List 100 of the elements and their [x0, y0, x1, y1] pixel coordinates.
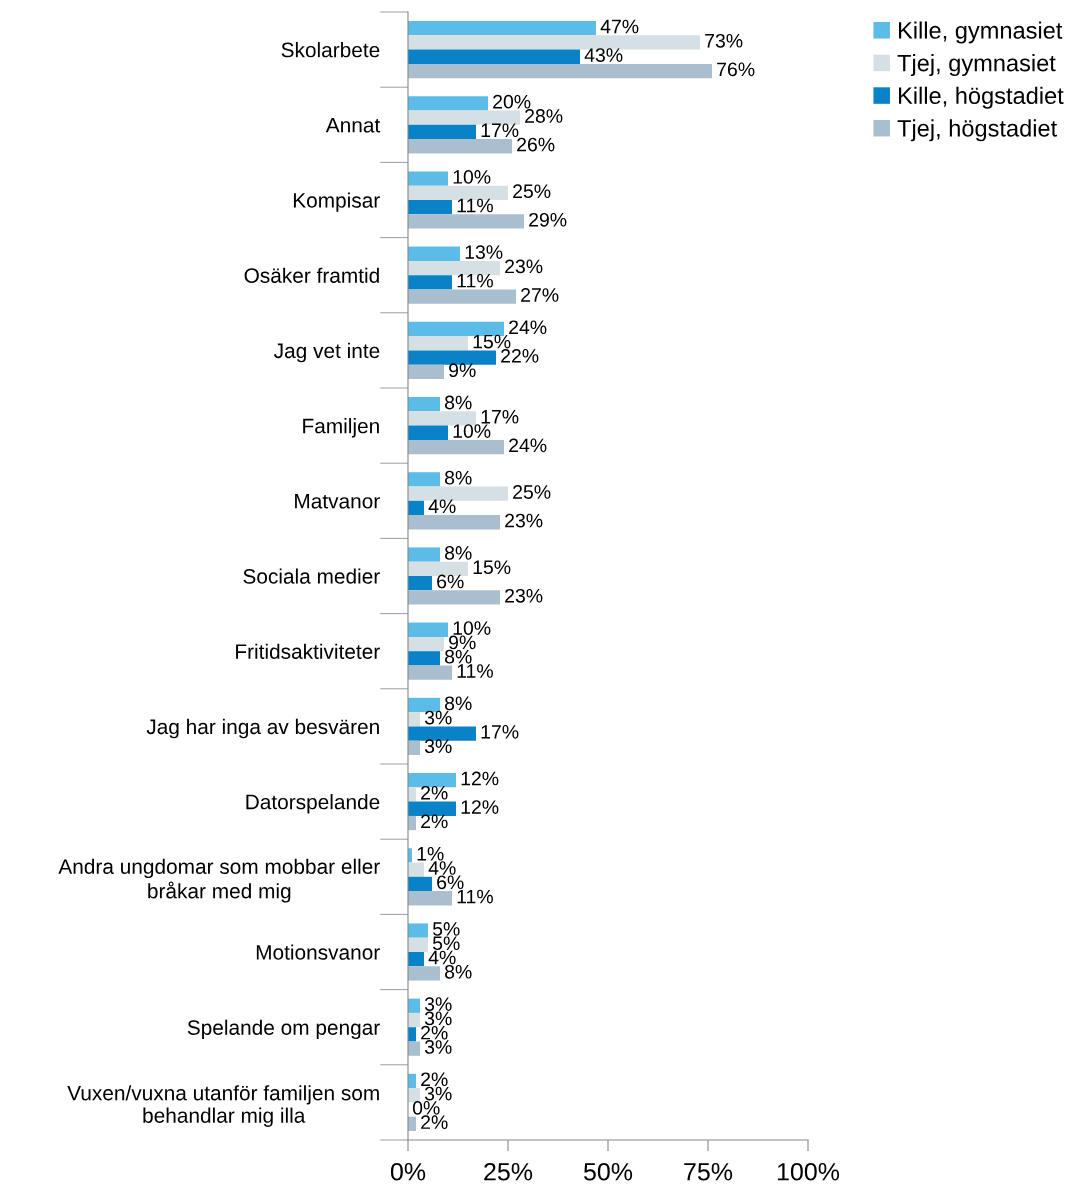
bar — [408, 712, 420, 727]
bar — [408, 124, 476, 140]
bar — [408, 773, 456, 788]
x-tick-label: 0% — [390, 1162, 426, 1181]
bar — [408, 139, 512, 154]
data-label: 23% — [505, 259, 543, 274]
x-tick-label: 75% — [684, 1162, 733, 1181]
bar — [408, 486, 508, 501]
data-label: 2% — [421, 1115, 448, 1129]
y-tick-label: Matvanor — [295, 494, 380, 509]
data-label: 6% — [437, 875, 464, 890]
bar — [408, 952, 424, 967]
data-label: 3% — [424, 1086, 452, 1101]
bar — [408, 336, 468, 351]
bar — [408, 966, 440, 981]
data-label: 29% — [529, 212, 567, 227]
bar — [408, 726, 476, 741]
bar — [408, 923, 428, 938]
bar — [408, 350, 496, 365]
data-label: 9% — [449, 363, 476, 378]
data-label: 17% — [481, 123, 519, 138]
bar — [408, 801, 456, 816]
data-label: 47% — [600, 19, 639, 34]
data-label: 22% — [501, 348, 539, 363]
data-label: 4% — [428, 499, 456, 514]
data-label: 13% — [465, 245, 503, 259]
data-label: 10% — [453, 621, 491, 635]
legend-label: Tjej, högstadiet — [897, 119, 1058, 142]
bar — [408, 665, 452, 680]
bar — [408, 1012, 420, 1028]
bar — [408, 1041, 420, 1056]
data-label: 4% — [428, 950, 456, 965]
data-label: 8% — [445, 546, 472, 560]
bar — [408, 364, 444, 379]
y-tick-label: Vuxen/vuxna utanför familjen som behandlar mig illa — [67, 1085, 379, 1127]
data-label: 27% — [521, 288, 559, 302]
bar — [408, 515, 500, 530]
data-label: 5% — [432, 922, 460, 936]
data-label: 11% — [457, 198, 493, 213]
data-label: 11% — [457, 889, 493, 904]
bar — [408, 425, 448, 440]
data-label: 10% — [453, 170, 491, 184]
data-label: 8% — [445, 696, 472, 711]
bar — [408, 214, 524, 229]
y-tick-label: Jag har inga av besvären — [146, 718, 379, 739]
bar — [408, 171, 448, 186]
x-tick-label: 100% — [777, 1162, 840, 1181]
data-label: 11% — [457, 664, 493, 678]
data-label: 24% — [509, 438, 547, 453]
bar — [408, 622, 448, 637]
data-label: 5% — [432, 936, 460, 951]
x-tick-label: 50% — [583, 1162, 633, 1181]
bar — [408, 862, 424, 877]
bar — [408, 636, 444, 652]
y-tick-label: Fritidsaktiviteter — [236, 643, 380, 659]
bar — [408, 110, 520, 125]
data-label: 8% — [445, 964, 472, 979]
y-tick-label: Andra ungdomar som mobbar eller bråkar med mig — [58, 858, 380, 903]
bar — [408, 200, 452, 215]
bar — [408, 876, 432, 892]
data-label: 15% — [473, 560, 511, 575]
data-label: 3% — [424, 1040, 452, 1054]
data-label: 3% — [424, 710, 452, 725]
bar — [408, 49, 580, 64]
data-label: 73% — [705, 33, 743, 48]
bar — [408, 500, 424, 516]
y-tick-label: Motionsvanor — [256, 944, 380, 960]
data-label: 17% — [481, 725, 519, 739]
data-label: 4% — [428, 861, 456, 875]
bar — [408, 547, 440, 562]
data-label: 9% — [449, 635, 476, 650]
data-label: 3% — [424, 997, 452, 1011]
data-label: 24% — [509, 320, 547, 335]
bar — [408, 576, 432, 591]
data-label: 8% — [445, 649, 472, 664]
bar — [408, 35, 700, 50]
data-label: 26% — [517, 137, 555, 152]
data-label: 2% — [421, 1072, 448, 1087]
bar — [408, 937, 428, 952]
bar — [408, 185, 508, 200]
y-tick-label: Familjen — [303, 418, 379, 438]
data-label: 3% — [424, 739, 452, 754]
data-label: 1% — [417, 846, 444, 861]
y-tick-label: Kompisar — [293, 192, 380, 212]
y-tick-label: Skolarbete — [281, 42, 380, 58]
bar — [408, 275, 452, 290]
data-label: 12% — [461, 771, 499, 786]
data-label: 23% — [505, 513, 543, 528]
legend-label: Kille, gymnasiet — [898, 21, 1063, 44]
bar — [408, 63, 712, 79]
bar — [408, 96, 488, 111]
data-label: 20% — [493, 94, 531, 109]
data-label: 2% — [421, 814, 448, 829]
bar — [408, 397, 440, 412]
bar — [408, 787, 416, 802]
data-label: 10% — [453, 424, 491, 438]
y-tick-label: Annat — [325, 118, 381, 133]
bar — [408, 891, 452, 906]
data-label: 28% — [525, 109, 563, 123]
legend-label: Tjej, gymnasiet — [897, 54, 1056, 77]
